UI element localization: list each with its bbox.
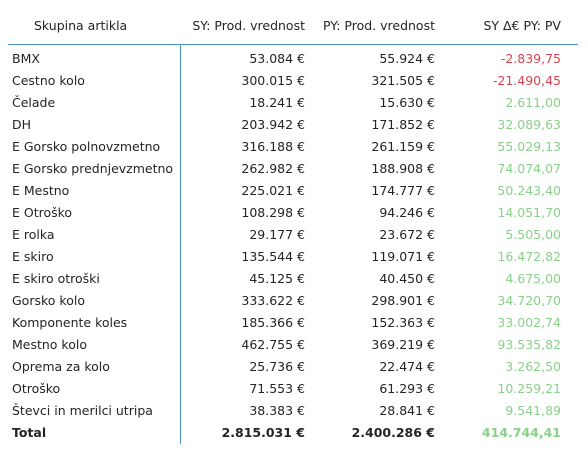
row-label: BMX xyxy=(12,51,40,66)
delta-value: 3.262,50 xyxy=(505,359,561,374)
table-body: BMX 53.084 € 55.924 € -2.839,75 Cestno kolo 3… xyxy=(0,48,588,444)
table-row[interactable]: E Gorsko prednjevzmetno 262.982 € 188.908 … xyxy=(0,158,588,180)
delta-value: 55.029,13 xyxy=(497,139,561,154)
table-row[interactable]: Mestno kolo 462.755 € 369.219 € 93.535,82 xyxy=(0,334,588,356)
py-value: 171.852 € xyxy=(371,117,435,132)
py-value: 119.071 € xyxy=(371,249,435,264)
delta-value: 2.611,00 xyxy=(505,95,561,110)
py-value: 15.630 € xyxy=(379,95,435,110)
sy-value: 53.084 € xyxy=(249,51,305,66)
py-value: 298.901 € xyxy=(371,293,435,308)
table-row[interactable]: E Otroško 108.298 € 94.246 € 14.051,70 xyxy=(0,202,588,224)
sy-value: 185.366 € xyxy=(241,315,305,330)
table-row[interactable]: Cestno kolo 300.015 € 321.505 € -21.490,45 xyxy=(0,70,588,92)
table-row[interactable]: Otroško 71.553 € 61.293 € 10.259,21 xyxy=(0,378,588,400)
column-header-group[interactable]: Skupina artikla xyxy=(34,18,128,33)
delta-value: 93.535,82 xyxy=(497,337,561,352)
row-label: Cestno kolo xyxy=(12,73,85,88)
delta-value: 9.541,89 xyxy=(505,403,561,418)
delta-value: 50.243,40 xyxy=(497,183,561,198)
row-label: E skiro otroški xyxy=(12,271,100,286)
sy-value: 45.125 € xyxy=(249,271,305,286)
table-row[interactable]: E skiro otroški 45.125 € 40.450 € 4.675,00 xyxy=(0,268,588,290)
total-sy-value: 2.815.031 € xyxy=(221,425,305,440)
delta-value: -21.490,45 xyxy=(492,73,561,88)
total-row: Total 2.815.031 € 2.400.286 € 414.744,41 xyxy=(0,422,588,444)
delta-value: 16.472,82 xyxy=(497,249,561,264)
column-header-sy[interactable]: SY: Prod. vrednost xyxy=(192,18,305,33)
total-py-value: 2.400.286 € xyxy=(351,425,435,440)
py-value: 55.924 € xyxy=(379,51,435,66)
sy-value: 203.942 € xyxy=(241,117,305,132)
sy-value: 29.177 € xyxy=(249,227,305,242)
py-value: 22.474 € xyxy=(379,359,435,374)
py-value: 174.777 € xyxy=(371,183,435,198)
py-value: 94.246 € xyxy=(379,205,435,220)
row-label: E Gorsko polnovzmetno xyxy=(12,139,161,154)
column-header-py[interactable]: PY: Prod. vrednost xyxy=(322,18,435,33)
row-label: Števci in merilci utripa xyxy=(12,403,153,418)
total-delta-value: 414.744,41 xyxy=(481,425,561,440)
sy-value: 333.622 € xyxy=(241,293,305,308)
row-label: E rolka xyxy=(12,227,55,242)
total-label: Total xyxy=(12,425,47,440)
row-label: Oprema za kolo xyxy=(12,359,110,374)
delta-value: 5.505,00 xyxy=(505,227,561,242)
delta-value: 34.720,70 xyxy=(497,293,561,308)
delta-value: 33.002,74 xyxy=(497,315,561,330)
delta-value: 74.074,07 xyxy=(497,161,561,176)
table-row[interactable]: DH 203.942 € 171.852 € 32.089,63 xyxy=(0,114,588,136)
py-value: 152.363 € xyxy=(371,315,435,330)
sy-value: 225.021 € xyxy=(241,183,305,198)
delta-value: 10.259,21 xyxy=(497,381,561,396)
row-label: Čelade xyxy=(12,95,56,110)
sy-value: 108.298 € xyxy=(241,205,305,220)
sy-value: 25.736 € xyxy=(249,359,305,374)
sy-value: 262.982 € xyxy=(241,161,305,176)
py-value: 23.672 € xyxy=(379,227,435,242)
row-label: E skiro xyxy=(12,249,54,264)
table-row[interactable]: Čelade 18.241 € 15.630 € 2.611,00 xyxy=(0,92,588,114)
row-label: Otroško xyxy=(12,381,61,396)
table-row[interactable]: Števci in merilci utripa 38.383 € 28.841 €… xyxy=(0,400,588,422)
delta-value: 32.089,63 xyxy=(497,117,561,132)
row-label: E Mestno xyxy=(12,183,70,198)
table-row[interactable]: E rolka 29.177 € 23.672 € 5.505,00 xyxy=(0,224,588,246)
table-row[interactable]: E skiro 135.544 € 119.071 € 16.472,82 xyxy=(0,246,588,268)
sy-value: 38.383 € xyxy=(249,403,305,418)
py-value: 28.841 € xyxy=(379,403,435,418)
sy-value: 18.241 € xyxy=(249,95,305,110)
table-row[interactable]: BMX 53.084 € 55.924 € -2.839,75 xyxy=(0,48,588,70)
table-row[interactable]: Gorsko kolo 333.622 € 298.901 € 34.720,70 xyxy=(0,290,588,312)
sy-value: 135.544 € xyxy=(241,249,305,264)
row-label: Komponente koles xyxy=(12,315,128,330)
sy-value: 71.553 € xyxy=(249,381,305,396)
row-label: DH xyxy=(12,117,32,132)
table-row[interactable]: Komponente koles 185.366 € 152.363 € 33.002… xyxy=(0,312,588,334)
sy-value: 462.755 € xyxy=(241,337,305,352)
py-value: 61.293 € xyxy=(379,381,435,396)
column-header-delta[interactable]: SY Δ€ PY: PV xyxy=(483,18,561,33)
delta-value: 4.675,00 xyxy=(505,271,561,286)
row-label: E Otroško xyxy=(12,205,73,220)
row-label: Mestno kolo xyxy=(12,337,87,352)
py-value: 40.450 € xyxy=(379,271,435,286)
py-value: 188.908 € xyxy=(371,161,435,176)
row-header-divider xyxy=(180,44,181,444)
header-divider xyxy=(8,44,578,45)
row-label: E Gorsko prednjevzmetno xyxy=(12,161,174,176)
delta-value: -2.839,75 xyxy=(500,51,561,66)
table-row[interactable]: E Gorsko polnovzmetno 316.188 € 261.159 € 5… xyxy=(0,136,588,158)
table-row[interactable]: E Mestno 225.021 € 174.777 € 50.243,40 xyxy=(0,180,588,202)
sy-value: 300.015 € xyxy=(241,73,305,88)
row-label: Gorsko kolo xyxy=(12,293,85,308)
py-value: 369.219 € xyxy=(371,337,435,352)
table-row[interactable]: Oprema za kolo 25.736 € 22.474 € 3.262,50 xyxy=(0,356,588,378)
py-value: 321.505 € xyxy=(371,73,435,88)
sy-value: 316.188 € xyxy=(241,139,305,154)
delta-value: 14.051,70 xyxy=(497,205,561,220)
py-value: 261.159 € xyxy=(371,139,435,154)
